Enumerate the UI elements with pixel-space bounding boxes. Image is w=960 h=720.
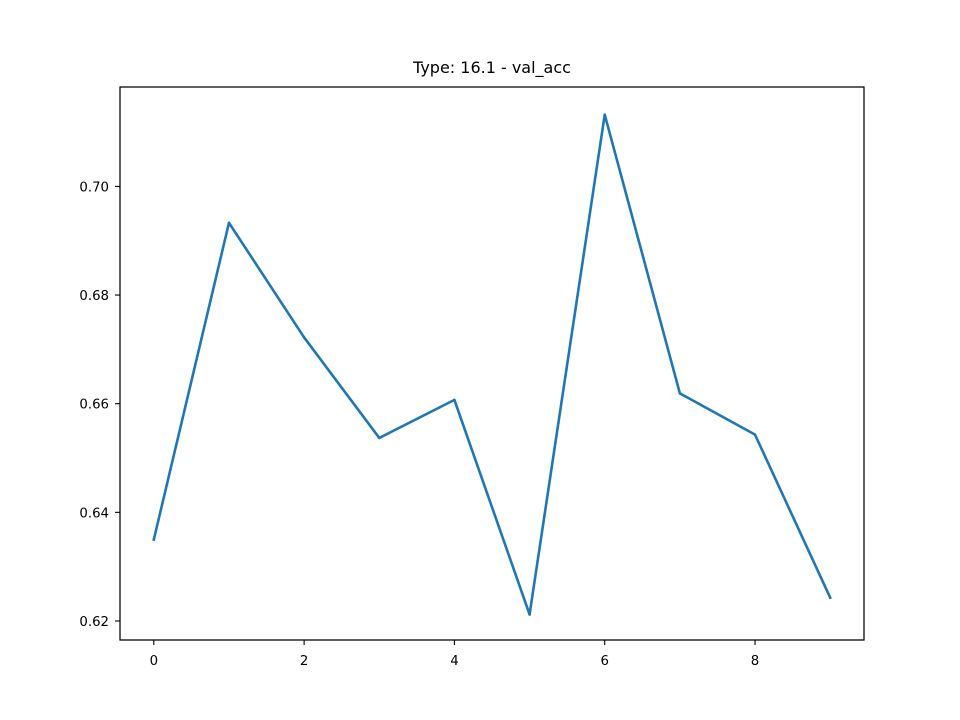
- data-point: [678, 392, 682, 395]
- data-point: [377, 436, 381, 440]
- data-point: [453, 398, 456, 402]
- x-axis: 0 2 4 6 8: [150, 640, 759, 669]
- y-tick-label: 0.64: [79, 506, 109, 521]
- data-point: [753, 433, 757, 436]
- data-point: [603, 113, 607, 116]
- data-point: [152, 538, 156, 541]
- data-point: [302, 336, 306, 339]
- plot-area: [152, 113, 832, 616]
- x-tick-label: 8: [751, 654, 759, 669]
- y-tick-label: 0.66: [79, 398, 109, 413]
- x-tick-label: 6: [600, 654, 608, 669]
- axes-frame: [119, 86, 865, 641]
- data-point: [227, 221, 231, 225]
- chart-title: Type: 16.1 - val_acc: [412, 58, 571, 78]
- data-point: [828, 596, 832, 599]
- series-line: [152, 113, 832, 616]
- y-tick-label: 0.62: [79, 615, 109, 630]
- data-point: [528, 613, 531, 616]
- x-tick-label: 0: [150, 654, 158, 669]
- y-tick-label: 0.70: [79, 180, 109, 195]
- y-axis: 0.62 0.64 0.66 0.68 0.70: [79, 180, 120, 630]
- x-tick-label: 2: [300, 654, 308, 669]
- y-tick-label: 0.68: [79, 289, 109, 304]
- x-tick-label: 4: [450, 654, 458, 669]
